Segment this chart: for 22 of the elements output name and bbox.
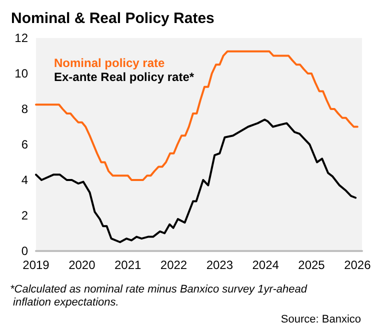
text: *Calculated as nominal rate minus Banxico survey 1yr-ahead inflation expectations.	[10, 284, 308, 308]
x-tick-label: 2020	[68, 258, 96, 272]
source-note: Source: Banxico	[280, 314, 362, 326]
x-tick-label: 2026	[344, 258, 372, 272]
x-tick-label: 2025	[298, 258, 326, 272]
y-tick-label: 4	[21, 173, 28, 187]
x-tick-label: 2024	[252, 258, 280, 272]
chart-title: Nominal & Real Policy Rates	[11, 10, 214, 27]
y-tick-label: 8	[21, 102, 28, 116]
text: Ex-ante Real policy rate*	[54, 70, 194, 84]
y-tick-label: 6	[21, 138, 28, 152]
line-series	[35, 118, 357, 244]
x-tick-label: 2021	[114, 258, 142, 272]
x-tick-label: 2019	[22, 258, 50, 272]
x-tick-label: 2022	[160, 258, 188, 272]
line-series	[35, 50, 358, 181]
y-tick-label: 2	[21, 208, 28, 222]
x-tick-label: 2023	[206, 258, 234, 272]
y-tick-label: 12	[14, 31, 28, 45]
y-tick-label: 10	[14, 66, 28, 80]
text: Nominal policy rate	[54, 56, 166, 70]
y-tick-label: 0	[21, 244, 28, 258]
